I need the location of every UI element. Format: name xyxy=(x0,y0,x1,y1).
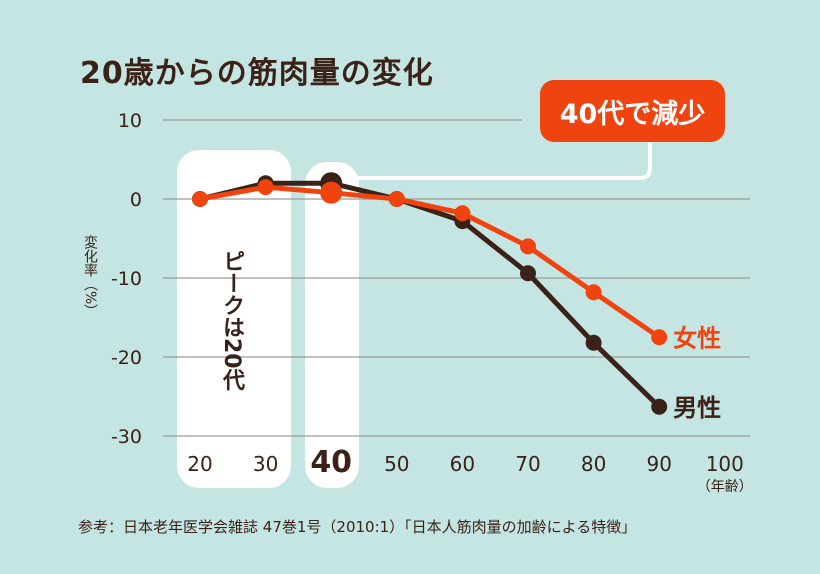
x-tick-label: 100 xyxy=(706,452,744,476)
x-tick-label: 40 xyxy=(310,445,352,480)
x-axis-label: （年齢） xyxy=(697,479,753,495)
data-point xyxy=(257,179,274,196)
source-note: 参考：日本老年医学会雑誌 47巻1号（2010:1）「日本人筋肉量の加齢による特… xyxy=(78,518,637,536)
data-point xyxy=(585,334,602,351)
series-women: 女性 xyxy=(192,179,721,352)
data-point xyxy=(520,265,536,282)
data-point xyxy=(388,191,405,207)
y-tick-label: 10 xyxy=(118,110,142,132)
callout-badge: 40代で減少 xyxy=(540,80,725,142)
highlight-40s xyxy=(305,162,359,488)
x-tick-label: 90 xyxy=(646,452,671,476)
data-point xyxy=(585,284,602,301)
data-point xyxy=(520,238,536,255)
data-point xyxy=(320,181,343,204)
data-point xyxy=(192,191,208,207)
x-tick-label: 20 xyxy=(187,452,212,476)
y-axis-label: 変化率（%） xyxy=(82,235,98,319)
x-tick-label: 70 xyxy=(515,452,540,476)
data-point xyxy=(651,398,668,415)
y-tick-label: -30 xyxy=(111,426,142,448)
series-label: 男性 xyxy=(673,394,721,422)
x-tick-label: 60 xyxy=(450,452,475,476)
y-tick-label: 0 xyxy=(130,189,142,211)
x-tick-label: 30 xyxy=(253,452,278,476)
y-tick-label: -10 xyxy=(111,268,142,290)
callout-connector xyxy=(357,142,652,180)
x-tick-label: 50 xyxy=(384,452,409,476)
peak-label: ピークは20代 xyxy=(219,250,244,391)
chart-title: 20歳からの筋肉量の変化 xyxy=(80,56,434,91)
series-line xyxy=(199,180,661,409)
y-tick-label: -20 xyxy=(111,347,142,369)
data-point xyxy=(651,329,668,346)
series-line xyxy=(199,184,661,340)
x-tick-label: 80 xyxy=(581,452,606,476)
highlight-20s xyxy=(177,150,291,488)
data-point xyxy=(454,205,471,222)
series-label: 女性 xyxy=(673,324,721,352)
